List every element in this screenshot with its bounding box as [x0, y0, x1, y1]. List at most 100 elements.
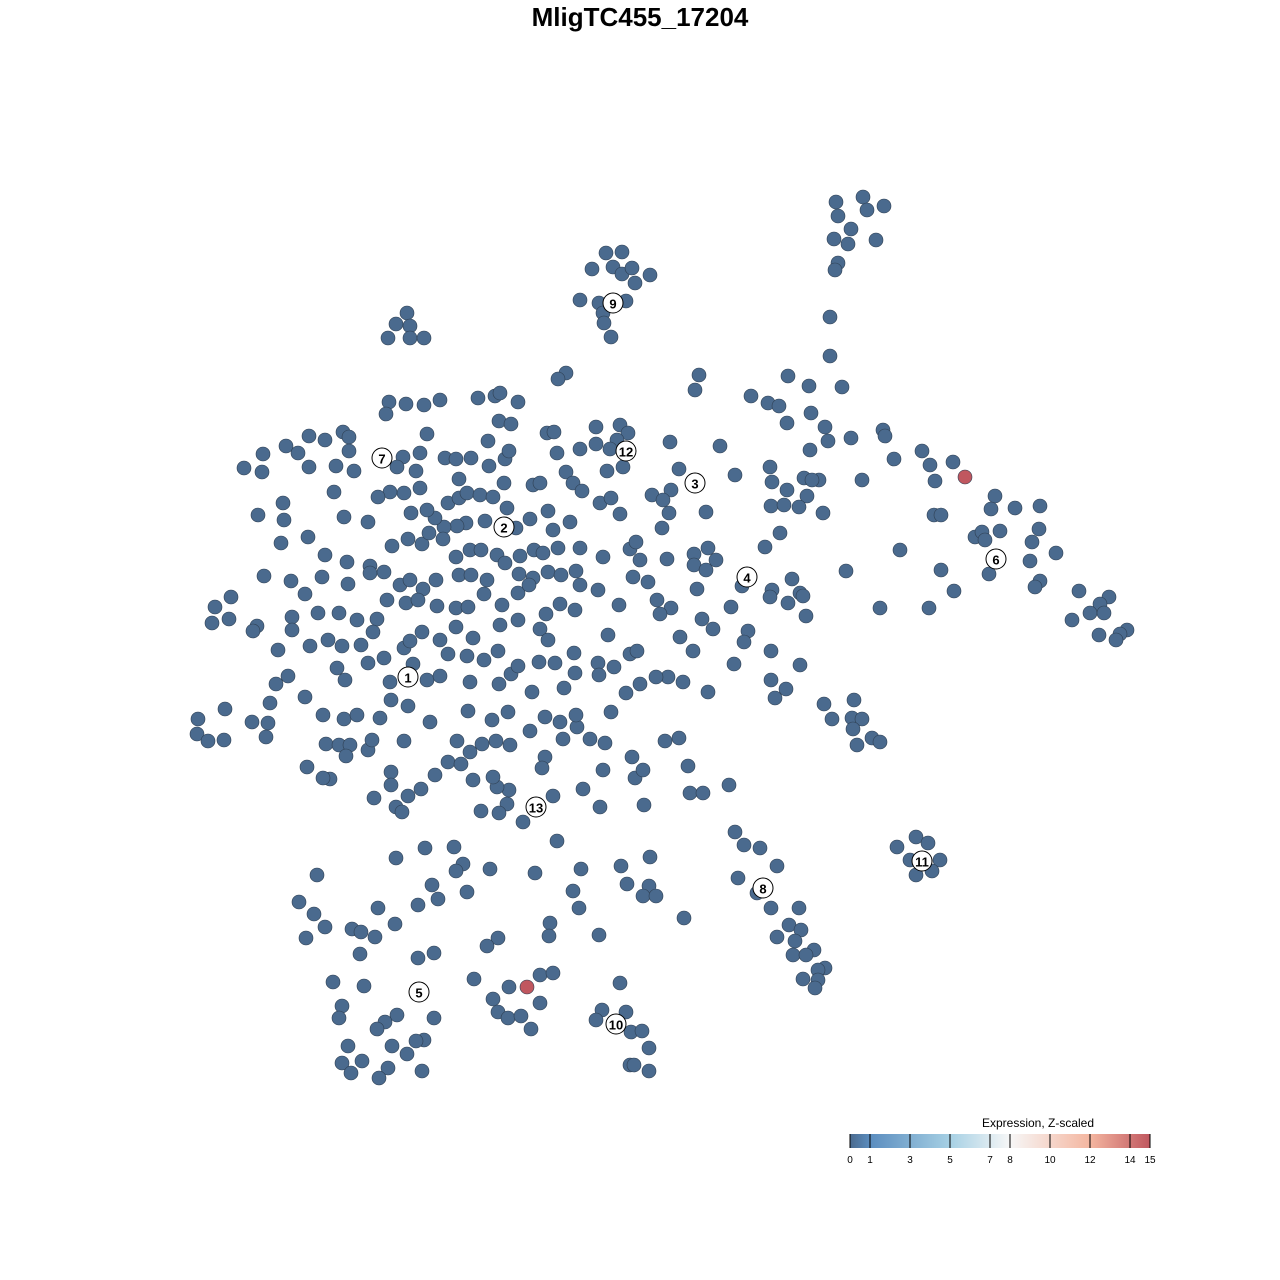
cluster-label-text: 6: [992, 553, 999, 568]
data-point: [207, 599, 223, 615]
data-point: [496, 475, 512, 491]
data-point: [723, 599, 739, 615]
data-point: [236, 460, 252, 476]
data-point: [382, 674, 398, 690]
data-point: [502, 737, 518, 753]
data-point: [353, 924, 369, 940]
data-point: [762, 459, 778, 475]
data-point: [545, 965, 561, 981]
data-point: [671, 730, 687, 746]
cluster-label-marker: [752, 877, 774, 899]
data-point: [352, 946, 368, 962]
data-point: [540, 632, 556, 648]
data-point: [642, 267, 658, 283]
data-point: [694, 611, 710, 627]
data-point: [795, 971, 811, 987]
data-point: [476, 652, 492, 668]
data-point: [572, 540, 588, 556]
data-point: [417, 840, 433, 856]
data-point: [492, 385, 508, 401]
data-point: [712, 438, 728, 454]
data-point: [490, 643, 506, 659]
data-point: [283, 573, 299, 589]
data-point: [299, 759, 315, 775]
data-point: [540, 564, 556, 580]
data-point: [868, 232, 884, 248]
data-point: [396, 485, 412, 501]
data-point: [488, 733, 504, 749]
data-point: [511, 566, 527, 582]
data-point: [325, 974, 341, 990]
data-point: [568, 707, 584, 723]
data-point: [1082, 605, 1098, 621]
data-point-high: [957, 469, 973, 485]
data-point: [278, 438, 294, 454]
chart-title: MligTC455_17204: [531, 2, 749, 32]
data-point: [320, 632, 336, 648]
data-point: [430, 891, 446, 907]
data-point: [914, 443, 930, 459]
cluster-label-text: 12: [619, 445, 633, 460]
data-point: [1064, 612, 1080, 628]
cluster-label-text: 8: [759, 882, 766, 897]
legend-tick-label: 5: [947, 1155, 953, 1166]
data-point: [588, 419, 604, 435]
data-point: [396, 733, 412, 749]
data-point: [946, 583, 962, 599]
color-legend: Expression, Z-scaled 0 1 3 5 7 8 10 12 14 15: [847, 1116, 1156, 1166]
data-point: [591, 927, 607, 943]
data-point: [574, 483, 590, 499]
data-point: [491, 805, 507, 821]
data-point: [501, 443, 517, 459]
legend-tick-label: 14: [1124, 1155, 1136, 1166]
data-point: [310, 605, 326, 621]
data-point: [258, 729, 274, 745]
data-point: [297, 586, 313, 602]
cluster-label-marker: [736, 566, 758, 588]
data-point: [339, 554, 355, 570]
data-point: [779, 482, 795, 498]
data-point: [400, 698, 416, 714]
data-point: [590, 582, 606, 598]
data-point: [981, 566, 997, 582]
data-point: [462, 744, 478, 760]
data-point: [571, 900, 587, 916]
data-point: [300, 529, 316, 545]
data-point: [932, 852, 948, 868]
data-point: [1022, 553, 1038, 569]
data-point: [465, 772, 481, 788]
data-point: [802, 442, 818, 458]
data-point: [510, 658, 526, 674]
data-point: [791, 499, 807, 515]
data-point: [634, 1023, 650, 1039]
data-point: [365, 624, 381, 640]
data-point: [838, 563, 854, 579]
data-point: [553, 567, 569, 583]
data-point: [301, 428, 317, 444]
data-point: [652, 606, 668, 622]
data-point: [626, 1057, 642, 1073]
data-point: [700, 684, 716, 700]
data-point: [453, 756, 469, 772]
data-point: [618, 685, 634, 701]
data-point: [340, 1038, 356, 1054]
cluster-label-marker: [397, 666, 419, 688]
data-point: [547, 655, 563, 671]
data-point: [362, 565, 378, 581]
data-point: [757, 539, 773, 555]
data-point: [663, 482, 679, 498]
data-point: [772, 525, 788, 541]
data-point: [384, 1038, 400, 1054]
data-point: [615, 459, 631, 475]
data-point: [334, 998, 350, 1014]
cluster-label: 10: [605, 1013, 627, 1035]
data-point: [798, 947, 814, 963]
data-point: [402, 633, 418, 649]
data-point: [334, 1055, 350, 1071]
data-point: [1027, 579, 1043, 595]
data-point: [628, 534, 644, 550]
data-point: [273, 535, 289, 551]
data-point: [371, 1070, 387, 1086]
data-point: [655, 492, 671, 508]
